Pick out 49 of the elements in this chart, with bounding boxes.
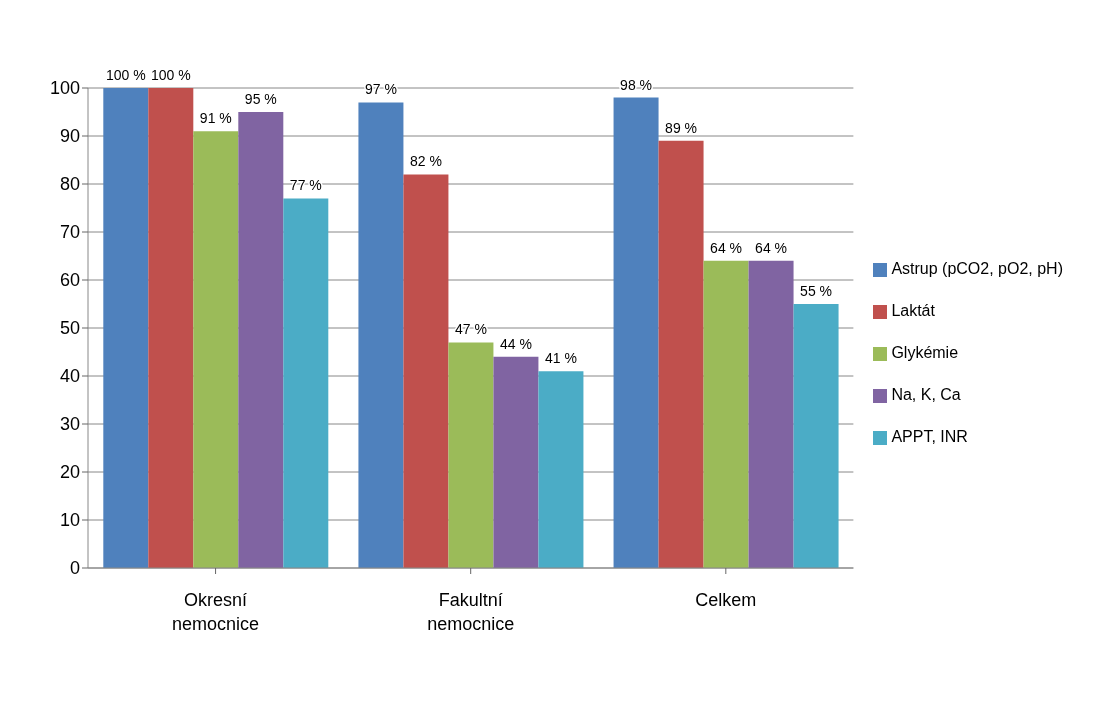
- data-label: 77 %: [289, 177, 322, 194]
- y-tick-label: 40: [59, 366, 80, 387]
- bar: [283, 198, 329, 568]
- data-label: 44 %: [499, 335, 532, 352]
- y-tick-label: 30: [59, 414, 80, 435]
- data-label: 100 %: [105, 67, 146, 83]
- bar: [448, 342, 494, 568]
- x-tick-label: Fakultní nemocnice: [427, 590, 515, 634]
- y-tick-label: 100: [49, 78, 80, 99]
- y-tick-label: 20: [59, 462, 80, 483]
- data-label: 55 %: [800, 283, 833, 299]
- bar: [403, 174, 449, 568]
- data-label: 100 %: [150, 67, 191, 83]
- bar: [358, 102, 404, 568]
- data-label: 95 %: [244, 91, 277, 107]
- data-label: 64 %: [710, 239, 743, 256]
- bar: [748, 260, 794, 568]
- legend-label: Glykémie: [891, 344, 959, 361]
- bar: [238, 112, 284, 568]
- data-label: 64 %: [755, 239, 788, 256]
- y-tick-label: 60: [59, 270, 80, 291]
- bar: [703, 260, 749, 568]
- bar: [493, 356, 539, 568]
- bar: [613, 97, 659, 568]
- x-tick-label: Okresní nemocnice: [172, 590, 260, 634]
- bar: [658, 140, 704, 568]
- data-label: 97 %: [364, 81, 397, 98]
- legend-label: APPT, INR: [891, 428, 968, 445]
- bar: [103, 88, 149, 568]
- bar: [538, 371, 584, 568]
- data-label: 47 %: [454, 321, 487, 338]
- bar: [793, 304, 839, 568]
- legend-label: Na, K, Ca: [891, 386, 961, 403]
- data-label: 98 %: [620, 76, 653, 93]
- y-tick-label: 0: [69, 558, 80, 579]
- data-label: 91 %: [199, 110, 232, 127]
- bar: [193, 131, 239, 568]
- y-tick-label: 80: [59, 174, 80, 195]
- data-label: 41 %: [544, 350, 577, 367]
- legend-label: Astrup (pCO2, pO2, pH): [891, 260, 1063, 277]
- y-tick-label: 90: [59, 126, 80, 147]
- data-label: 82 %: [409, 153, 442, 170]
- y-tick-label: 50: [59, 318, 80, 339]
- legend-label: Laktát: [891, 302, 935, 319]
- y-tick-label: 70: [59, 222, 80, 243]
- data-label: 89 %: [665, 119, 698, 136]
- bar: [148, 88, 194, 568]
- x-tick-label: Celkem: [695, 590, 757, 610]
- y-tick-label: 10: [59, 510, 80, 531]
